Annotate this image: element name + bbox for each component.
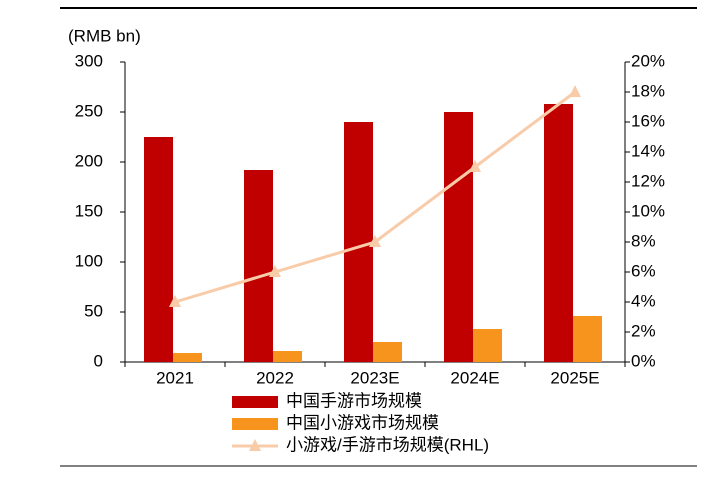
x-tick-label: 2021 [156,368,194,387]
bar [244,170,273,362]
legend-label: 中国手游市场规模 [286,391,422,410]
y2-tick-label: 6% [631,261,656,280]
y-tick-label: 250 [75,101,103,120]
y-tick-label: 50 [84,301,103,320]
y2-tick-label: 10% [631,201,665,220]
y-tick-label: 0 [94,351,103,370]
bar [444,112,473,362]
y-axis-label: (RMB bn) [68,26,141,45]
legend-label: 小游戏/手游市场规模(RHL) [286,435,489,454]
bar [373,342,402,362]
y2-tick-label: 4% [631,291,656,310]
y2-tick-label: 8% [631,231,656,250]
line [174,90,576,304]
bar [573,316,602,362]
line-marker [469,160,481,172]
line-marker [269,265,281,277]
x-tick-label: 2024E [450,368,499,387]
y-tick-label: 300 [75,51,103,70]
line-marker [369,235,381,247]
bar [544,104,573,362]
y2-tick-label: 20% [631,51,665,70]
bar [273,351,302,362]
line-marker [169,295,181,307]
y2-tick-label: 18% [631,81,665,100]
y-tick-label: 200 [75,151,103,170]
y-tick-label: 100 [75,251,103,270]
bar [473,329,502,362]
bar [344,122,373,362]
y2-tick-label: 0% [631,351,656,370]
legend-swatch [232,396,278,408]
line-marker [569,85,581,97]
x-tick-label: 2025E [550,368,599,387]
y2-tick-label: 14% [631,141,665,160]
x-tick-label: 2023E [350,368,399,387]
x-tick-label: 2022 [256,368,294,387]
legend-label: 中国小游戏市场规模 [286,413,439,432]
legend-marker [249,439,261,451]
y2-tick-label: 16% [631,111,665,130]
bar [173,353,202,362]
y2-tick-label: 2% [631,321,656,340]
bar [144,137,173,362]
y-tick-label: 150 [75,201,103,220]
legend-swatch [232,418,278,430]
y2-tick-label: 12% [631,171,665,190]
